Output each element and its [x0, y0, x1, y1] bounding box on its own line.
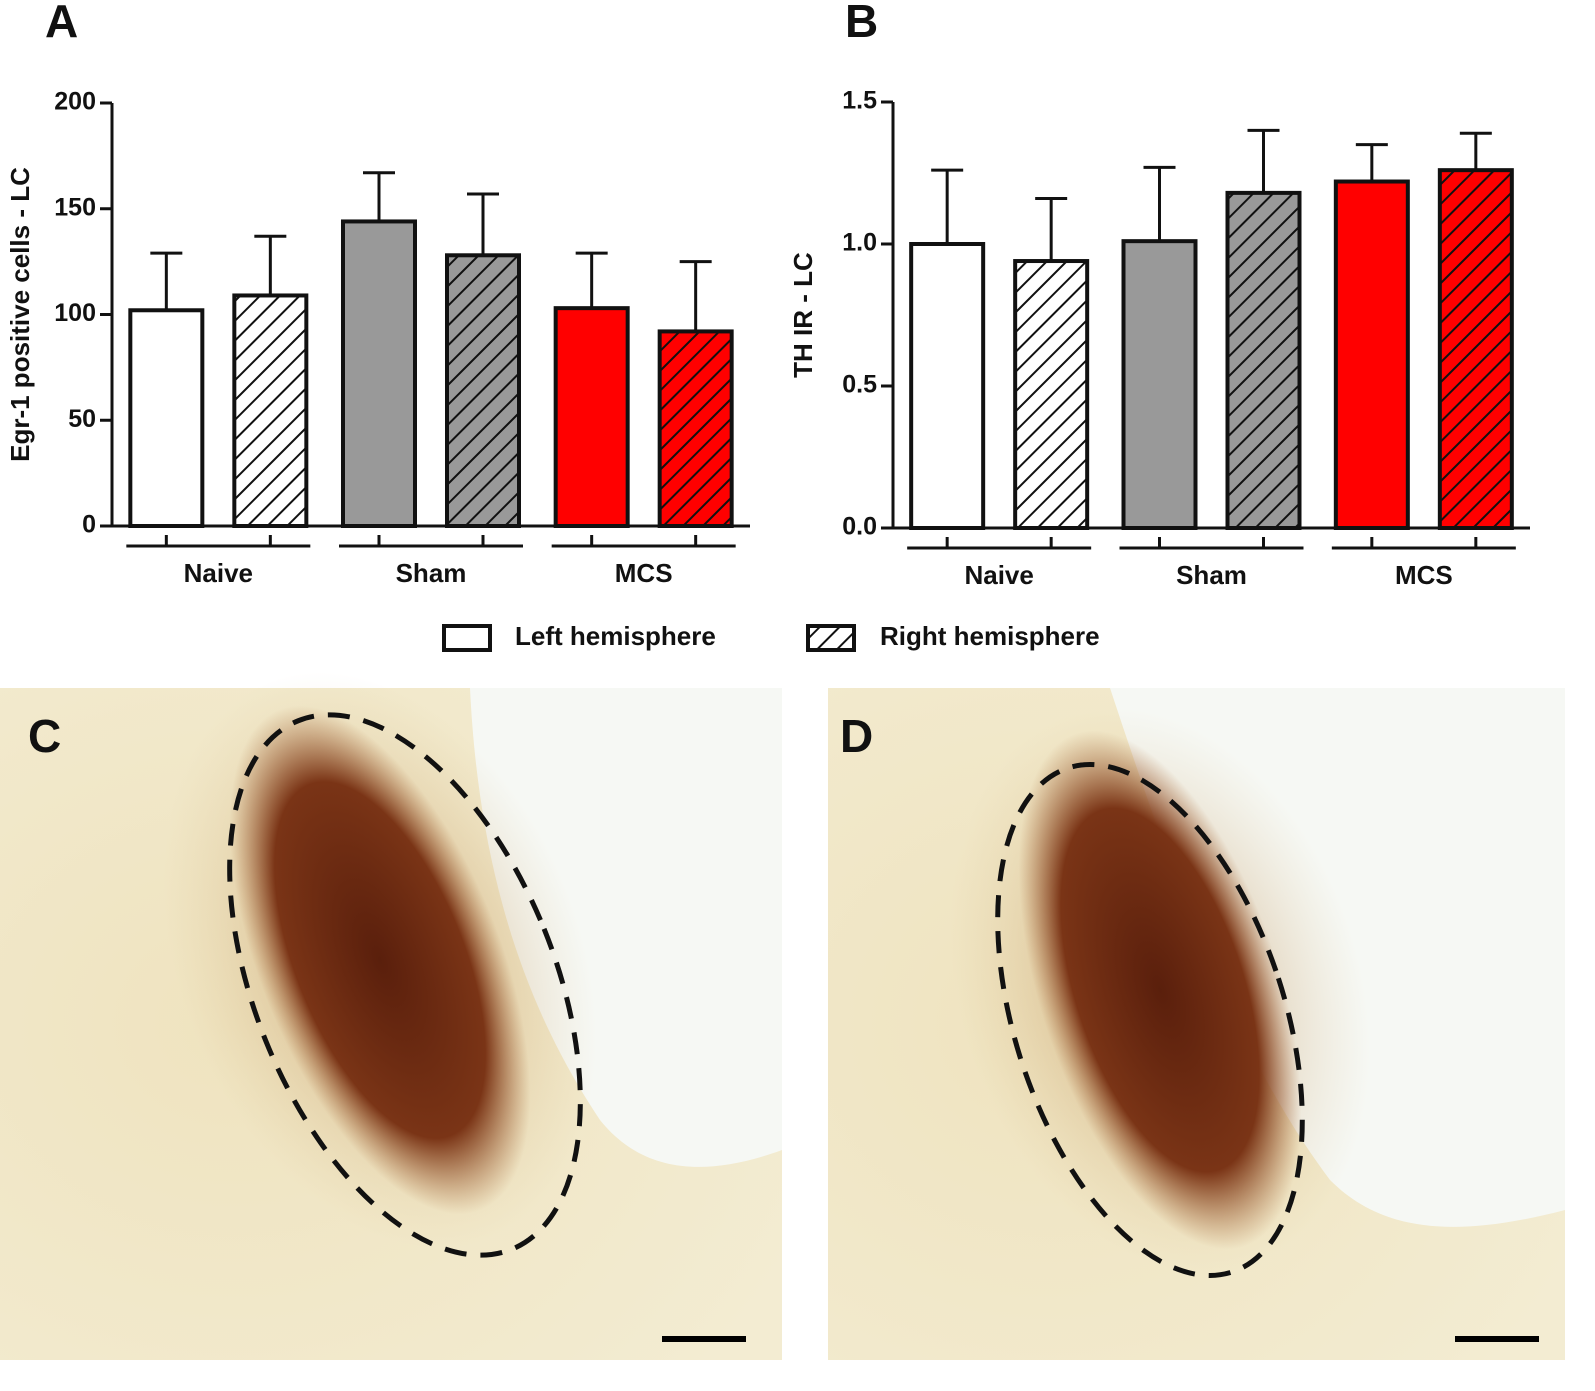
- y-tick-label: 1.5: [842, 87, 877, 115]
- bar: [1121, 239, 1198, 530]
- legend-swatch: [442, 624, 492, 652]
- y-axis-label: TH IR - LC: [788, 252, 818, 378]
- y-tick-label: 150: [54, 193, 96, 221]
- bar: [445, 253, 521, 528]
- bar: [232, 293, 309, 528]
- panel-label: D: [840, 710, 873, 762]
- y-tick-label: 100: [54, 299, 96, 327]
- bar: [657, 329, 734, 529]
- micrograph: [828, 688, 1565, 1360]
- x-tick-label: Sham: [1176, 560, 1247, 590]
- y-tick-label: 200: [54, 88, 96, 116]
- panel-label: B: [845, 0, 878, 47]
- legend-swatch: [806, 624, 856, 652]
- x-tick-label: MCS: [1395, 560, 1453, 590]
- x-tick-label: Naive: [964, 560, 1033, 590]
- bar: [1013, 259, 1090, 530]
- y-tick-label: 0.0: [842, 513, 877, 541]
- y-tick-label: 0.5: [842, 371, 877, 399]
- x-tick-label: MCS: [615, 558, 673, 588]
- x-tick-label: Sham: [396, 558, 467, 588]
- y-tick-label: 0: [82, 511, 96, 539]
- panel-label: C: [28, 710, 61, 762]
- bar: [341, 219, 417, 528]
- legend-label: Left hemisphere: [515, 621, 716, 651]
- bar: [1437, 168, 1514, 530]
- bar: [128, 308, 205, 528]
- bar: [1333, 179, 1410, 531]
- y-tick-label: 1.0: [842, 229, 877, 257]
- panel-label: A: [45, 0, 78, 47]
- bar: [909, 242, 986, 530]
- y-axis-label: Egr-1 positive cells - LC: [5, 167, 35, 462]
- x-tick-label: Naive: [184, 558, 253, 588]
- legend-label: Right hemisphere: [880, 621, 1100, 651]
- micrograph: [0, 671, 782, 1360]
- bar: [1225, 190, 1302, 530]
- bar: [553, 306, 630, 528]
- y-tick-label: 50: [68, 405, 96, 433]
